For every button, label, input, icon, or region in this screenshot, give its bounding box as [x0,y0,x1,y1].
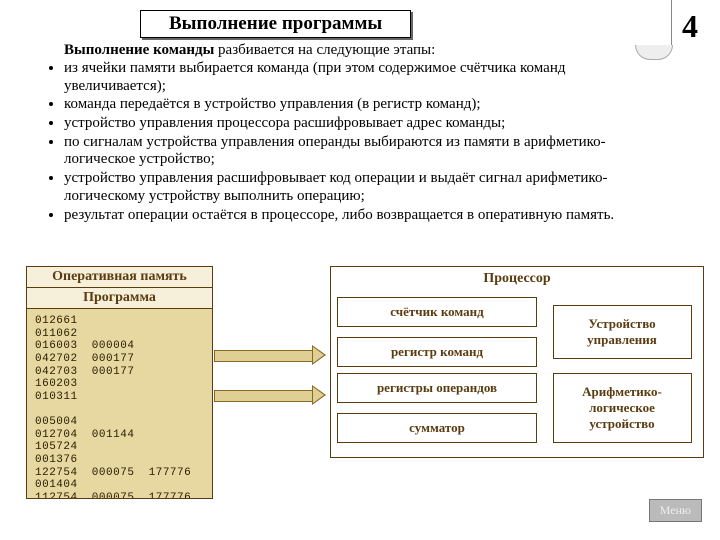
slide-title: Выполнение программы [140,10,411,38]
slide-corner-decoration [635,0,672,46]
bullet-item: из ячейки памяти выбирается команда (при… [64,60,664,95]
box-adder: сумматор [337,413,537,443]
intro-bold: Выполнение команды [64,42,214,58]
box-operand-registers: регистры операндов [337,373,537,403]
box-control-unit: Устройство управления [553,305,692,359]
processor-title: Процессор [337,271,697,287]
memory-listing: 012661 011062 016003 000004 042702 00017… [27,309,212,498]
processor-block: Процессор счётчик команд регистр команд … [330,266,704,458]
bullet-item: устройство управления процессора расшифр… [64,115,664,133]
memory-subtitle: Программа [27,288,212,309]
box-cmd-register: регистр команд [337,337,537,367]
memory-title: Оперативная память [27,267,212,288]
bullet-item: команда передаётся в устройство управлен… [64,96,664,114]
arrow-icon [214,348,326,362]
intro-rest: разбивается на следующие этапы: [214,42,435,58]
arrow-icon [214,388,326,402]
menu-button[interactable]: Меню [649,499,702,522]
box-alu: Арифметико-логическое устройство [553,373,692,443]
bullet-list: из ячейки памяти выбирается команда (при… [24,60,664,225]
memory-block: Оперативная память Программа 012661 0110… [26,266,213,499]
bullet-item: результат операции остаётся в процессоре… [64,207,664,225]
intro-line: Выполнение команды разбивается на следую… [64,42,664,59]
box-counter: счётчик команд [337,297,537,327]
page-number: 4 [682,8,698,45]
bullet-item: по сигналам устройства управления операн… [64,134,664,169]
bullet-item: устройство управления расшифровывает код… [64,170,664,205]
